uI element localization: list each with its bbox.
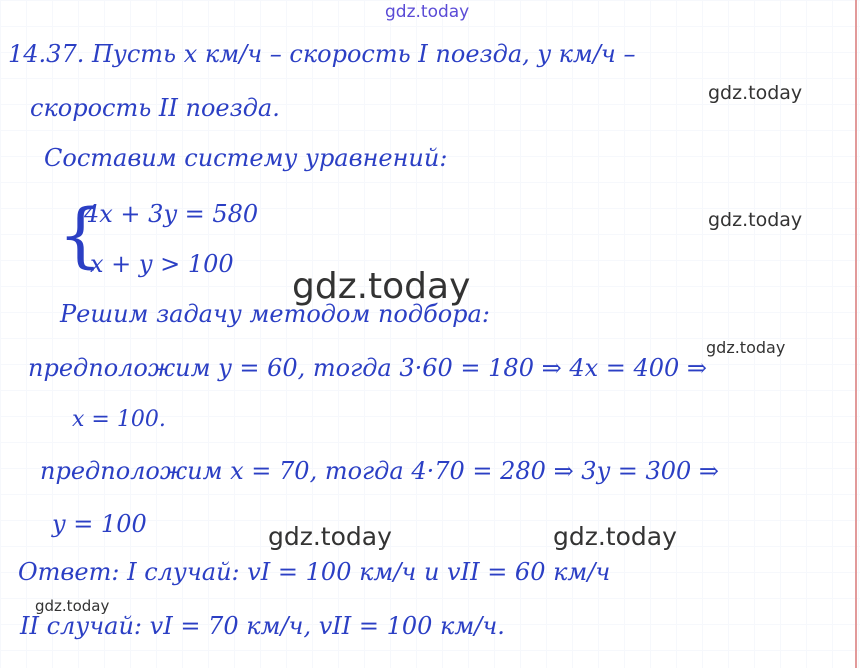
- watermark: gdz.today: [706, 338, 786, 357]
- text-line-6: Решим задачу методом подбора:: [60, 300, 490, 328]
- watermark: gdz.today: [35, 597, 110, 615]
- text-line-8: x = 100.: [72, 407, 166, 432]
- watermark: gdz.today: [553, 522, 677, 551]
- watermark: gdz.today: [708, 82, 803, 104]
- text-line-3: Составим систему уравнений:: [44, 144, 448, 172]
- watermark-large: gdz.today: [292, 266, 471, 307]
- margin-line: [855, 0, 857, 668]
- text-line-2: скорость II поезда.: [30, 94, 280, 122]
- text-line-1: 14.37. Пусть x км/ч – скорость I поезда,…: [8, 40, 636, 68]
- system-brace: {: [58, 194, 103, 276]
- watermark-top: gdz.today: [385, 2, 470, 22]
- equation-2: x + y > 100: [90, 250, 234, 278]
- answer-line-1: Ответ: I случай: vI = 100 км/ч и vII = 6…: [18, 558, 611, 586]
- watermark: gdz.today: [268, 522, 392, 551]
- answer-line-2: II случай: vI = 70 км/ч, vII = 100 км/ч.: [20, 612, 505, 640]
- text-line-7: предположим y = 60, тогда 3·60 = 180 ⇒ 4…: [28, 354, 708, 382]
- watermark: gdz.today: [708, 209, 803, 231]
- text-line-10: y = 100: [52, 510, 147, 538]
- equation-1: 4x + 3y = 580: [84, 200, 259, 228]
- text-line-9: предположим x = 70, тогда 4·70 = 280 ⇒ 3…: [40, 457, 720, 485]
